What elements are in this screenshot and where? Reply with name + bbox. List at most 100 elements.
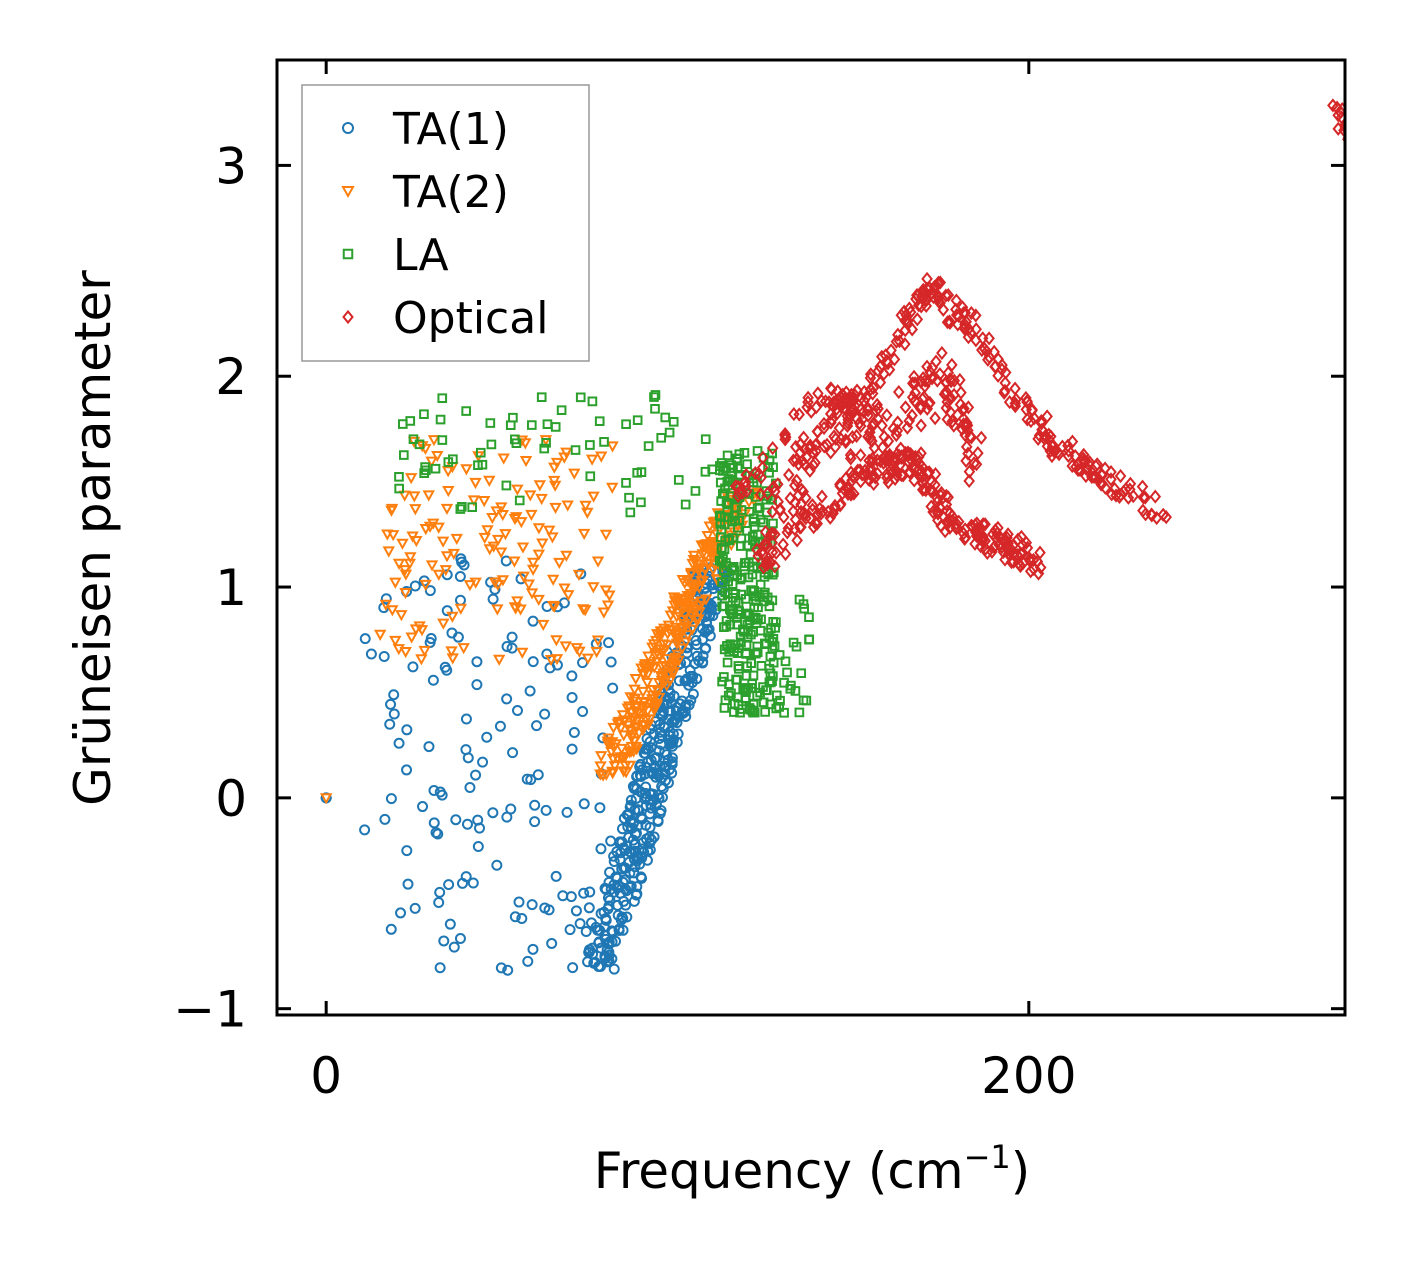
data-point [621, 703, 634, 715]
data-point [791, 641, 802, 652]
data-point [798, 456, 811, 471]
data-point [742, 632, 753, 643]
data-point [794, 594, 805, 605]
data-point [748, 516, 759, 527]
data-point [529, 816, 541, 828]
data-point [714, 555, 725, 566]
data-point [686, 676, 698, 688]
data-point [1375, 162, 1384, 173]
data-point [1332, 108, 1344, 123]
data-point [452, 631, 464, 643]
data-point [932, 294, 945, 309]
data-point [655, 804, 667, 816]
data-point [507, 747, 519, 759]
data-point [385, 793, 397, 805]
data-point [790, 686, 801, 696]
data-point [548, 480, 562, 492]
data-point [408, 491, 421, 503]
data-point [691, 639, 703, 651]
data-point [944, 315, 956, 330]
data-point [769, 484, 781, 499]
data-point [566, 670, 578, 682]
data-point [950, 516, 963, 531]
data-point [749, 602, 759, 613]
data-point [561, 806, 573, 818]
data-point [415, 654, 428, 666]
data-point [1395, 178, 1404, 189]
data-point [637, 705, 650, 717]
data-point [1344, 139, 1345, 141]
data-point [752, 690, 762, 701]
data-point [401, 845, 413, 857]
data-point [1356, 136, 1365, 147]
data-point [437, 393, 448, 403]
data-point [673, 675, 685, 687]
data-point [606, 953, 618, 965]
data-point [359, 633, 371, 645]
data-point [921, 359, 933, 374]
data-point [487, 593, 499, 605]
data-point [546, 574, 560, 586]
data-point [666, 606, 680, 618]
data-point [842, 412, 854, 427]
data-point [738, 626, 749, 636]
data-point [607, 722, 620, 735]
data-point [771, 617, 781, 628]
data-point [591, 635, 605, 647]
legend-marker [342, 309, 354, 325]
legend-marker [341, 186, 355, 199]
data-point [455, 504, 466, 514]
data-point [749, 522, 760, 532]
data-point [999, 383, 1011, 398]
data-point [1105, 464, 1117, 480]
data-point [744, 506, 755, 517]
data-point [629, 706, 642, 718]
data-point [906, 408, 918, 423]
data-point [991, 526, 1003, 541]
data-point [570, 445, 581, 455]
data-point [1072, 457, 1085, 472]
data-point [941, 315, 954, 330]
data-point [525, 588, 539, 600]
data-point [957, 526, 970, 541]
data-point [601, 600, 615, 612]
data-point [467, 502, 478, 512]
data-point [910, 291, 922, 307]
data-point [527, 615, 539, 627]
data-point [763, 627, 773, 638]
data-point [432, 569, 446, 581]
data-point [514, 495, 525, 506]
data-point [419, 579, 432, 592]
data-point [529, 799, 541, 811]
data-point [365, 648, 377, 660]
data-point [656, 791, 668, 803]
data-point [687, 550, 701, 562]
data-point [568, 726, 580, 738]
data-point [721, 497, 732, 508]
data-point [608, 963, 620, 975]
data-point [388, 689, 400, 701]
data-point [866, 451, 879, 466]
data-point [619, 760, 632, 773]
data-point [664, 692, 676, 704]
data-point [665, 738, 677, 750]
data-point [867, 380, 880, 396]
data-point [395, 610, 408, 622]
data-point [460, 464, 473, 476]
data-point [562, 590, 575, 602]
data-point [888, 352, 901, 367]
data-point [684, 664, 696, 676]
data-point [717, 577, 727, 587]
data-point [653, 644, 666, 656]
data-point [765, 699, 776, 710]
legend-label: LA [393, 230, 449, 281]
data-point [864, 382, 877, 397]
data-point [1108, 481, 1121, 496]
data-point [604, 894, 616, 906]
data-point [553, 557, 566, 570]
data-point [848, 486, 860, 501]
data-point [931, 504, 944, 519]
legend-label: TA(2) [392, 167, 509, 218]
data-point [664, 726, 676, 738]
data-point [729, 646, 739, 656]
